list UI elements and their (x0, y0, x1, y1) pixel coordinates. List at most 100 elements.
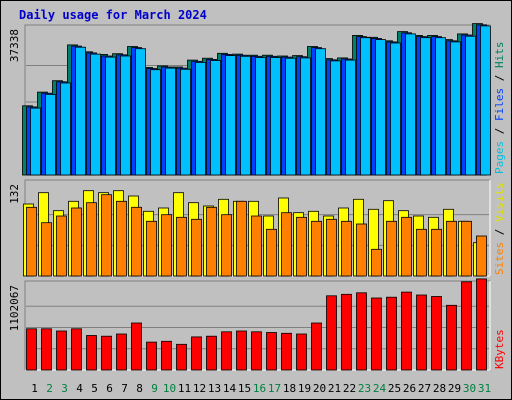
x-tick-label: 28 (433, 382, 446, 395)
x-tick-label: 15 (238, 382, 251, 395)
bar-sites-20 (311, 220, 322, 277)
legend-part: Hits (493, 42, 506, 69)
bar-pages-19 (300, 57, 311, 176)
bar-sites-4 (71, 207, 82, 277)
bar-sites-1 (26, 206, 37, 277)
bar-pages-10 (165, 67, 176, 176)
x-tick-label: 7 (121, 382, 128, 395)
bar-kbytes-7 (116, 333, 127, 371)
legend-part: Visits (493, 182, 506, 222)
bar-kbytes-31 (476, 278, 487, 371)
bar-kbytes-23 (356, 292, 367, 371)
bar-sites-14 (221, 214, 232, 277)
x-tick-label: 27 (418, 382, 431, 395)
bar-pages-16 (255, 57, 266, 176)
bar-sites-28 (431, 228, 442, 277)
bar-pages-14 (225, 55, 236, 176)
x-tick-label: 10 (163, 382, 176, 395)
bar-sites-18 (281, 212, 292, 277)
x-tick-label: 24 (373, 382, 387, 395)
legend-part: Pages (493, 141, 506, 174)
bar-pages-7 (120, 55, 131, 176)
bar-kbytes-6 (101, 335, 112, 371)
bar-pages-6 (105, 56, 116, 176)
bar-kbytes-20 (311, 322, 322, 371)
x-tick-label: 14 (223, 382, 237, 395)
panel-bottom: 1102067 KBytes (8, 278, 506, 371)
bar-sites-30 (461, 220, 472, 277)
bar-sites-8 (131, 206, 142, 277)
bar-sites-26 (401, 216, 412, 277)
legend-label: Pages / Files / Hits (493, 42, 506, 175)
bar-kbytes-27 (416, 294, 427, 371)
bar-kbytes-10 (161, 340, 172, 371)
bar-pages-18 (285, 57, 296, 176)
bar-sites-31 (476, 235, 487, 277)
bar-pages-17 (270, 57, 281, 176)
bar-pages-13 (210, 60, 221, 176)
x-tick-label: 17 (268, 382, 281, 395)
bar-pages-12 (195, 62, 206, 176)
bar-kbytes-11 (176, 343, 187, 371)
bar-kbytes-16 (251, 331, 262, 371)
bar-kbytes-26 (401, 291, 412, 371)
bar-pages-21 (330, 60, 341, 176)
bar-pages-8 (135, 48, 146, 176)
bar-sites-13 (206, 206, 217, 277)
x-tick-label: 22 (343, 382, 356, 395)
bar-sites-29 (446, 220, 457, 277)
x-tick-label: 3 (61, 382, 68, 395)
bar-kbytes-15 (236, 330, 247, 371)
bar-sites-25 (386, 220, 397, 277)
bar-kbytes-12 (191, 336, 202, 371)
bar-sites-15 (236, 200, 247, 277)
bar-sites-2 (41, 222, 52, 277)
x-tick-label: 1 (31, 382, 38, 395)
bar-kbytes-24 (371, 297, 382, 371)
x-tick-label: 25 (388, 382, 401, 395)
bar-sites-5 (86, 202, 97, 277)
y-max-label: 37338 (8, 29, 21, 62)
bar-pages-27 (420, 37, 431, 176)
y-max-label: 132 (8, 184, 21, 204)
bar-kbytes-22 (341, 293, 352, 371)
x-tick-label: 29 (448, 382, 461, 395)
legend-label: Sites / Visits (493, 182, 506, 275)
bar-pages-29 (450, 41, 461, 176)
bar-sites-3 (56, 215, 67, 277)
bar-pages-26 (405, 33, 416, 176)
x-tick-label: 5 (91, 382, 98, 395)
x-tick-label: 2 (46, 382, 53, 395)
bar-kbytes-19 (296, 333, 307, 371)
bar-sites-21 (326, 218, 337, 277)
x-tick-label: 11 (178, 382, 191, 395)
panel-middle: 132 Sites / Visits (8, 179, 506, 277)
bar-pages-28 (435, 37, 446, 176)
x-tick-label: 18 (283, 382, 296, 395)
bar-kbytes-5 (86, 335, 97, 371)
bar-pages-4 (75, 46, 86, 176)
bar-sites-16 (251, 215, 262, 277)
x-tick-label: 19 (298, 382, 311, 395)
x-tick-label: 16 (253, 382, 266, 395)
legend-part: Files (493, 88, 506, 121)
bar-kbytes-8 (131, 322, 142, 371)
bar-kbytes-3 (56, 330, 67, 371)
legend-part: KBytes (493, 329, 506, 369)
legend-part: Sites (493, 242, 506, 275)
bar-sites-10 (161, 214, 172, 277)
bar-pages-25 (390, 42, 401, 176)
bar-kbytes-25 (386, 296, 397, 371)
x-tick-label: 9 (151, 382, 158, 395)
y-max-label: 1102067 (8, 285, 21, 331)
bar-pages-20 (315, 48, 326, 176)
x-tick-label: 6 (106, 382, 113, 395)
bar-pages-31 (480, 25, 491, 176)
bar-kbytes-9 (146, 341, 157, 371)
bar-kbytes-14 (221, 331, 232, 371)
bar-sites-22 (341, 220, 352, 277)
x-tick-label: 31 (478, 382, 491, 395)
bar-pages-5 (90, 53, 101, 176)
legend-part: / (493, 121, 506, 141)
